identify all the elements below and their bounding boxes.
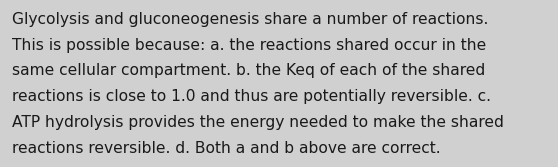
Text: reactions reversible. d. Both a and b above are correct.: reactions reversible. d. Both a and b ab… <box>12 141 441 156</box>
Text: Glycolysis and gluconeogenesis share a number of reactions.: Glycolysis and gluconeogenesis share a n… <box>12 12 489 27</box>
Text: ATP hydrolysis provides the energy needed to make the shared: ATP hydrolysis provides the energy neede… <box>12 115 504 130</box>
Text: same cellular compartment. b. the Keq of each of the shared: same cellular compartment. b. the Keq of… <box>12 63 485 78</box>
Text: reactions is close to 1.0 and thus are potentially reversible. c.: reactions is close to 1.0 and thus are p… <box>12 89 491 104</box>
Text: This is possible because: a. the reactions shared occur in the: This is possible because: a. the reactio… <box>12 38 487 53</box>
